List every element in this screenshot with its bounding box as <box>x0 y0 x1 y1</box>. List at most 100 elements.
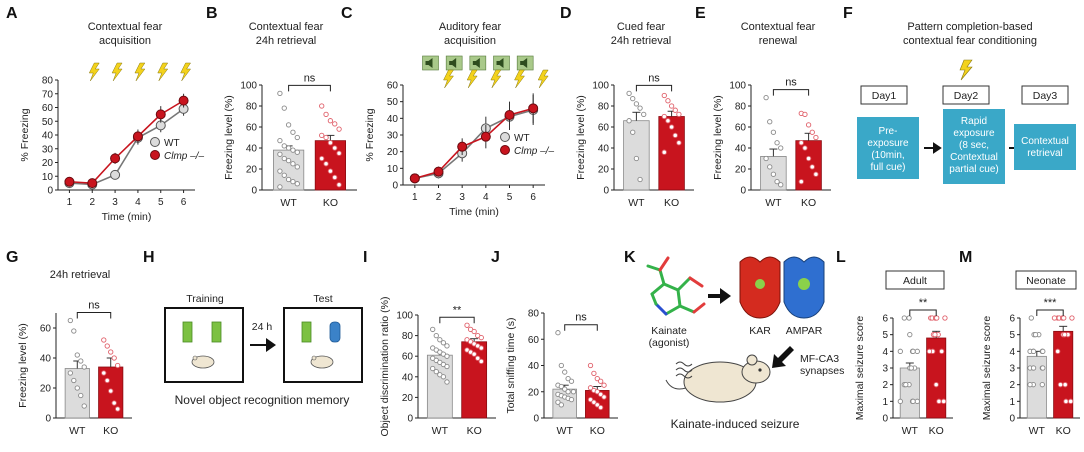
ko-individual-point <box>802 145 808 151</box>
y-tick-label: 20 <box>387 147 399 158</box>
y-tick-label: 20 <box>735 165 747 176</box>
x-category-label: KO <box>467 425 482 437</box>
ko-data-point <box>480 131 491 142</box>
ko-individual-point <box>319 103 325 109</box>
y-tick-label: 20 <box>246 165 258 176</box>
wt-individual-point <box>430 326 436 333</box>
synapse-label-2: synapses <box>800 365 844 377</box>
wt-individual-point <box>71 377 77 384</box>
delay-label: 24 h <box>252 321 273 333</box>
ko-individual-point <box>587 362 594 369</box>
panel-b-title-1: Contextual fear <box>249 21 324 33</box>
y-tick-label: 40 <box>528 361 540 372</box>
day3-label: Day3 <box>1033 90 1058 102</box>
wt-individual-point <box>1030 348 1037 354</box>
wt-individual-point <box>908 365 914 371</box>
significance-label: ns <box>575 312 587 324</box>
ko-data-point <box>64 176 75 187</box>
panel-letter-l: L <box>836 249 846 266</box>
x-tick-label: 3 <box>112 197 118 208</box>
y-tick-label: 0 <box>533 414 539 425</box>
lightning-bolt-icon <box>88 62 100 82</box>
significance-label: ** <box>919 297 928 309</box>
ko-individual-point <box>1061 315 1067 321</box>
wt-bar <box>623 120 650 191</box>
ko-individual-point <box>1063 398 1069 404</box>
x-category-label: WT <box>69 425 86 437</box>
x-category-label: KO <box>103 425 118 437</box>
panel-c-title-1: Auditory fear <box>439 21 502 33</box>
panel-d-title-2: 24h retrieval <box>611 35 672 47</box>
wt-individual-point <box>1040 348 1046 354</box>
panel-f-flow: Day1 Day2 Day3 Pre- exposure (10min, ful… <box>857 59 1076 184</box>
lightning-bolt-icon <box>959 59 973 81</box>
legend-ko-label: Clmp –/– <box>514 146 554 157</box>
day1-label: Day1 <box>872 90 897 102</box>
y-tick-label: 40 <box>387 114 399 125</box>
y-tick-label: 80 <box>528 309 540 320</box>
preexposure-line-3: (10min, <box>871 150 904 161</box>
y-tick-label: 0 <box>740 186 746 197</box>
wt-individual-point <box>565 375 571 382</box>
panel-g-title: 24h retrieval <box>50 269 111 281</box>
test-label: Test <box>313 293 332 305</box>
panel-c-line-chart: 0 10 20 30 40 50 60 1 2 3 4 5 6 Time (min) % Freezing W… <box>364 55 554 218</box>
ko-individual-point <box>336 150 342 156</box>
panel-h-schematic: Training Test 24 h Novel object recognit… <box>164 293 363 407</box>
ko-individual-point <box>939 348 945 354</box>
ko-individual-point <box>327 140 334 146</box>
y-tick-label: 0 <box>45 414 51 425</box>
kar-receptor-icon <box>739 256 781 319</box>
panel-d-bar-chart: 0 20 40 60 80 100 Freezing level (%) WT KO ns <box>575 72 694 209</box>
y-tick-label: 0 <box>603 186 609 197</box>
x-tick-label: 5 <box>507 192 513 203</box>
y-tick-label: 40 <box>402 372 414 383</box>
y-tick-label: 2 <box>1009 380 1015 391</box>
wt-individual-point <box>430 365 436 372</box>
ko-data-point <box>110 153 121 164</box>
panel-e-bar-chart: 0 20 40 60 80 100 Freezing level (%) WT KO ns <box>712 77 831 209</box>
panel-j-bar-chart: 0 20 40 60 80 Total sniffing time (s) WT KO ns <box>505 309 618 437</box>
y-tick-label: 80 <box>246 102 258 113</box>
retrieval-line-2: retrieval <box>1027 148 1063 159</box>
wt-individual-point <box>630 96 636 102</box>
y-tick-label: 20 <box>528 387 540 398</box>
wt-individual-point <box>444 343 450 349</box>
wt-individual-point <box>67 370 73 376</box>
wt-individual-point <box>778 182 784 188</box>
wt-individual-point <box>281 155 287 162</box>
wt-individual-point <box>433 332 439 339</box>
x-tick-label: 5 <box>158 197 164 208</box>
wt-individual-point <box>1028 315 1034 321</box>
neonate-label: Neonate <box>1026 275 1066 287</box>
ko-individual-point <box>478 335 484 341</box>
ko-individual-point <box>332 121 338 127</box>
contextual-retrieval-box <box>1014 124 1076 170</box>
lightning-bolt-icon <box>443 69 454 89</box>
y-tick-label: 80 <box>402 331 414 342</box>
wt-individual-point <box>285 122 292 128</box>
training-label: Training <box>186 293 224 305</box>
wt-individual-point <box>910 348 916 354</box>
y-tick-label: 60 <box>598 123 610 134</box>
wt-individual-point <box>767 119 773 125</box>
y-axis-label: Freezing level (%) <box>17 323 29 408</box>
speaker-icon <box>449 58 457 68</box>
ko-data-point <box>504 110 515 120</box>
legend-wt-label: WT <box>514 133 530 144</box>
wt-individual-point <box>565 389 571 395</box>
lightning-bolt-icon <box>466 69 478 89</box>
ko-individual-point <box>319 155 325 162</box>
ko-individual-point <box>676 111 682 118</box>
ko-individual-point <box>327 168 334 174</box>
x-category-label: KO <box>801 197 816 209</box>
y-tick-label: 80 <box>735 102 747 113</box>
significance-bracket <box>1036 309 1064 316</box>
x-tick-label: 3 <box>459 192 465 203</box>
ko-data-point <box>528 103 539 114</box>
ko-data-point <box>87 178 98 189</box>
wt-individual-point <box>281 172 287 178</box>
significance-bracket <box>564 324 598 331</box>
ko-individual-point <box>319 132 325 139</box>
